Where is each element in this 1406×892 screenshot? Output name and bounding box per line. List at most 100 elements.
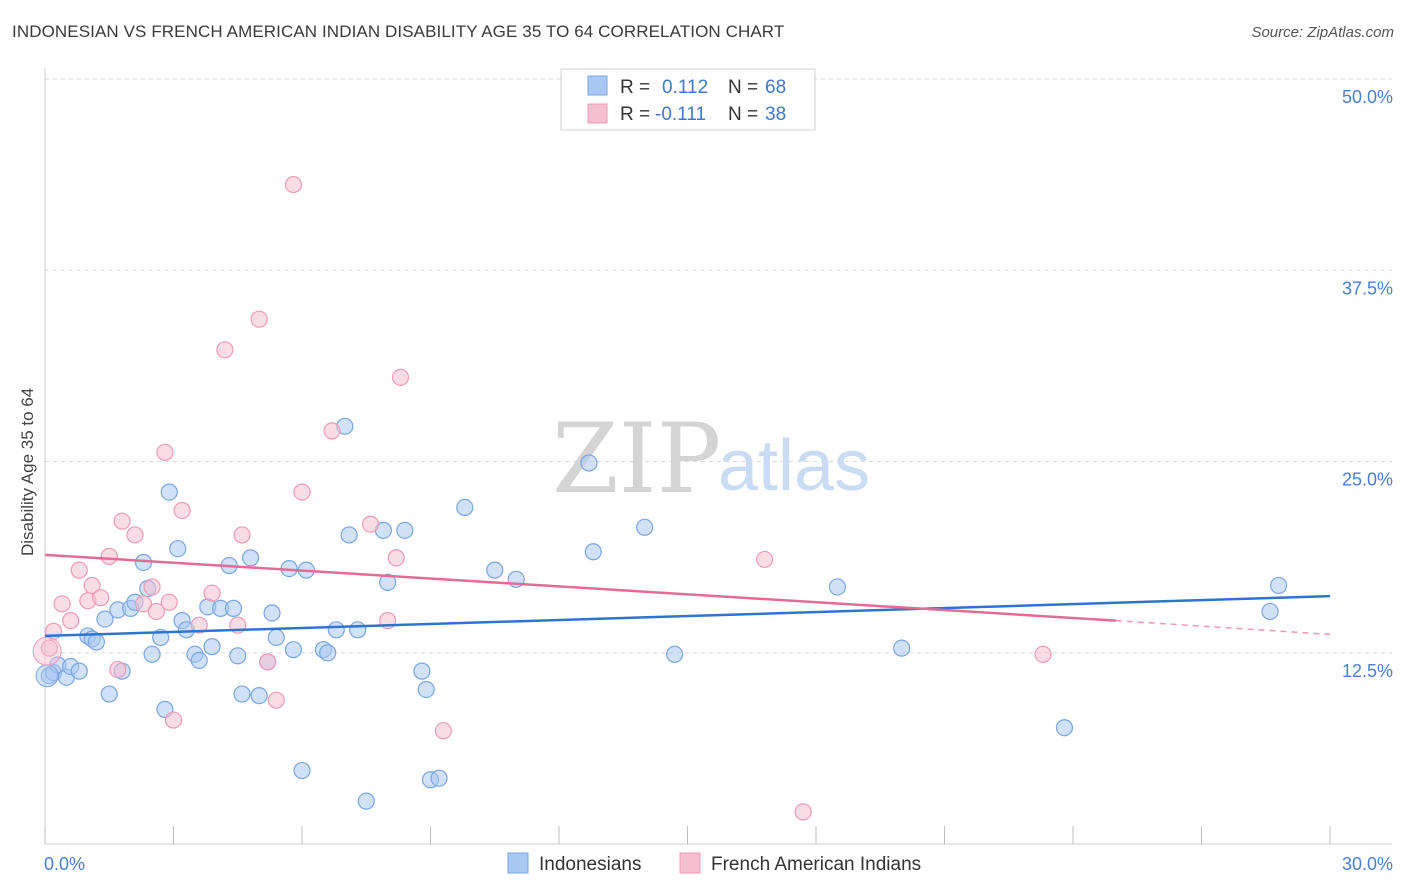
indonesians-point-31: [229, 647, 247, 665]
indonesians-point-48: [357, 792, 375, 810]
x-tick-label-1: 30.0%: [1342, 854, 1393, 874]
french-american-indians-point-33: [391, 368, 410, 386]
y-tick-label-2: 37.5%: [1342, 278, 1393, 298]
french-american-indians-point-29: [323, 422, 341, 440]
french-american-indians-point-17: [164, 711, 183, 729]
french-american-indians-point-20: [203, 584, 221, 602]
indonesians-point-17: [143, 645, 161, 663]
bottom-legend-label-indonesians: Indonesians: [539, 854, 641, 875]
y-tick-label-0: 12.5%: [1342, 661, 1393, 681]
y-axis-label: Disability Age 35 to 64: [18, 388, 37, 556]
french-american-indians-point-3: [62, 612, 80, 630]
french-american-indians-cluster-point: [32, 636, 62, 666]
indonesians-trend-line: [44, 594, 1331, 638]
trend-lines: [44, 553, 1331, 638]
indonesians-point-61: [636, 518, 654, 536]
x-tick-labels: 0.0% 30.0%: [44, 854, 1393, 874]
series-legend: Indonesians French American Indians: [507, 852, 921, 875]
indonesians-point-63: [828, 578, 847, 596]
french-american-indians-points: [32, 175, 1052, 821]
indonesians-point-62: [666, 645, 684, 663]
indonesians-point-66: [1261, 602, 1279, 621]
french-american-indians-point-35: [755, 550, 774, 569]
french-american-indians-point-34: [434, 722, 452, 740]
indonesians-point-65: [1055, 719, 1074, 737]
indonesians-point-37: [267, 628, 285, 647]
french-american-indians-point-19: [190, 616, 208, 634]
indonesians-point-40: [293, 761, 311, 780]
indonesians-point-5: [70, 662, 88, 680]
french-american-indians-point-8: [100, 547, 118, 565]
indonesians-point-57: [486, 561, 504, 579]
french-american-indians-point-7: [92, 589, 110, 607]
indonesians-point-34: [250, 686, 268, 705]
french-american-indians-point-18: [173, 501, 191, 520]
french-american-indians-point-10: [113, 512, 131, 530]
french-american-indians-point-11: [126, 526, 144, 544]
legend-n-value-2: 38: [765, 104, 786, 125]
legend-r-label-1: R =: [620, 77, 650, 98]
french-american-indians-point-28: [293, 483, 311, 501]
indonesians-point-46: [340, 526, 358, 544]
french-american-indians-point-21: [216, 341, 234, 359]
indonesians-point-59: [580, 454, 598, 472]
french-american-indians-point-25: [259, 653, 277, 671]
french-american-indians-point-4: [70, 561, 88, 579]
legend-r-value-2: -0.111: [655, 104, 706, 125]
indonesians-point-56: [456, 498, 474, 516]
french-american-indians-point-2: [53, 595, 71, 613]
indonesians-point-8: [87, 633, 106, 651]
x-tick-label-0: 0.0%: [44, 854, 85, 874]
indonesians-point-32: [233, 685, 251, 703]
indonesians-point-36: [263, 604, 281, 622]
french-american-indians-point-30: [361, 515, 380, 533]
watermark-atlas: atlas: [718, 426, 870, 506]
indonesians-point-9: [96, 610, 114, 628]
indonesians-point-47: [349, 621, 367, 639]
indonesians-point-43: [319, 644, 337, 662]
y-tick-label-1: 25.0%: [1342, 470, 1393, 490]
indonesians-point-44: [327, 621, 345, 639]
indonesians-point-21: [169, 540, 187, 558]
indonesians-point-55: [430, 769, 448, 787]
french-american-indians-point-27: [284, 175, 303, 194]
bottom-legend-swatch-indonesians: [507, 852, 529, 874]
french-american-indians-point-26: [267, 691, 285, 709]
legend-swatch-french-american-indians: [587, 103, 608, 124]
french-american-indians-point-32: [387, 549, 405, 567]
watermark-zip: ZIP: [552, 403, 721, 515]
indonesians-point-25: [190, 651, 208, 670]
french-american-indians-point-36: [794, 803, 812, 821]
legend-swatch-indonesians: [587, 75, 608, 96]
indonesians-point-50: [379, 573, 397, 591]
indonesians-point-60: [584, 543, 602, 561]
french-american-indians-point-16: [160, 593, 178, 611]
french-american-indians-point-23: [233, 526, 251, 544]
grid-lines: [45, 78, 1392, 654]
french-american-indians-trend-line: [44, 553, 1116, 622]
legend-n-label-2: N =: [728, 104, 758, 125]
indonesians-point-51: [396, 521, 414, 539]
indonesians-point-39: [284, 641, 303, 659]
indonesians-point-30: [224, 599, 243, 617]
legend-n-value-1: 68: [765, 77, 786, 98]
indonesians-point-15: [134, 553, 153, 572]
indonesians-point-27: [203, 638, 221, 656]
source-label: Source: ZipAtlas.com: [1251, 24, 1394, 41]
axes: [44, 68, 1392, 845]
indonesians-point-52: [413, 662, 431, 680]
indonesians-point-33: [242, 549, 260, 567]
french-american-indians-point-14: [147, 602, 165, 621]
y-tick-labels: 12.5% 25.0% 37.5% 50.0%: [1342, 87, 1393, 681]
french-american-indians-point-15: [156, 443, 174, 461]
french-american-indians-point-9: [109, 660, 127, 679]
french-american-indians-point-13: [143, 578, 161, 596]
legend-r-label-2: R =: [620, 104, 650, 125]
bottom-legend-label-french-american-indians: French American Indians: [711, 854, 921, 875]
chart-title: INDONESIAN VS FRENCH AMERICAN INDIAN DIS…: [12, 22, 785, 41]
indonesians-points: [35, 417, 1288, 810]
french-american-indians-point-12: [134, 595, 153, 613]
french-american-indians-point-24: [250, 310, 268, 328]
stats-legend: R = 0.112 N = 68 R = -0.111 N = 38: [560, 68, 816, 131]
